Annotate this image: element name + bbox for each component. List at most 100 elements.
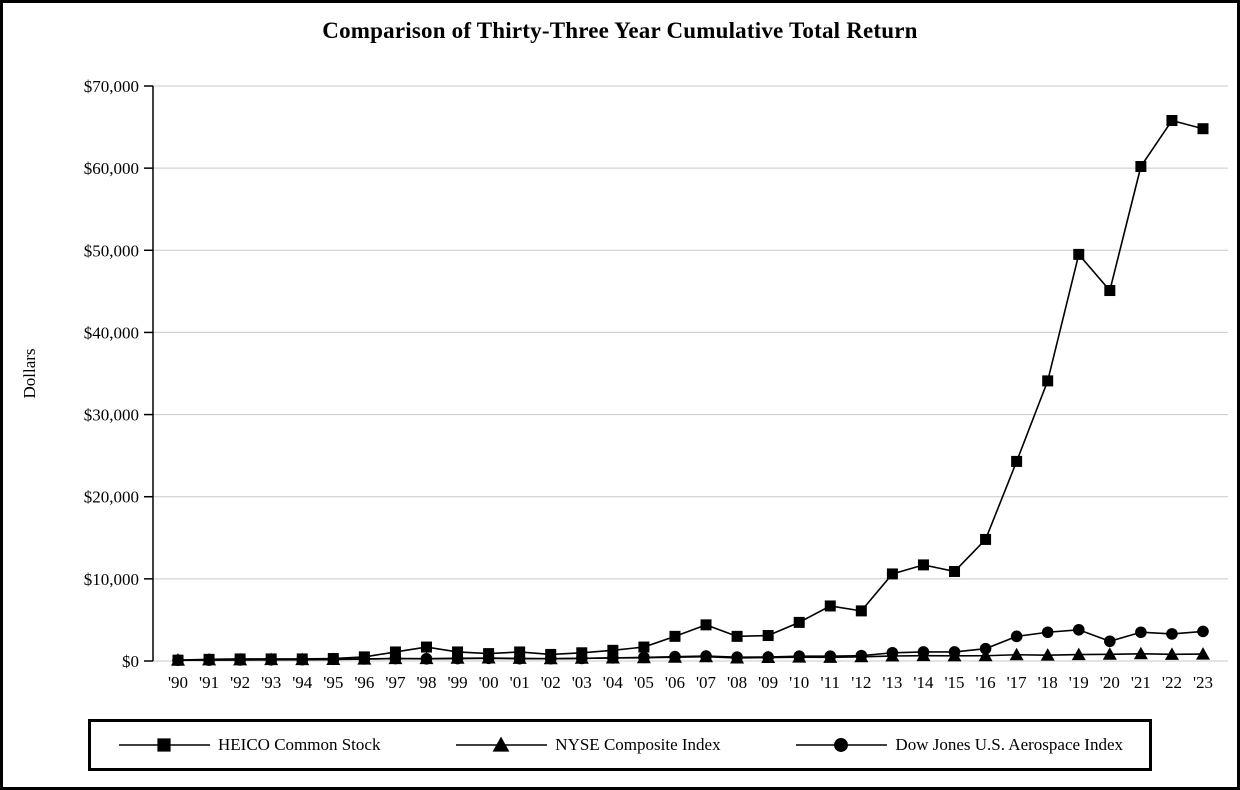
circle-marker-icon [1104, 635, 1116, 648]
circle-marker-icon [234, 654, 246, 666]
x-tick-label: '99 [448, 673, 468, 692]
triangle-legend-marker-icon [456, 736, 548, 752]
legend-item: Dow Jones U.S. Aerospace Index [794, 731, 1123, 759]
x-tick-label: '11 [821, 673, 840, 692]
circle-marker-icon [1166, 628, 1178, 640]
circle-marker-icon [607, 652, 619, 664]
circle-marker-icon [389, 652, 402, 665]
square-marker-icon [420, 641, 432, 653]
plot-area: $0 $10,000 $20,000 $30,000 $40,000 $50,000 $60… [20, 77, 1228, 692]
x-tick-label: '09 [758, 673, 778, 692]
y-tick-label: $70,000 [84, 77, 139, 96]
legend-item: HEICO Common Stock [117, 731, 380, 759]
circle-marker-icon [700, 650, 712, 662]
legend: HEICO Common Stock NYSE Composite Index Do… [88, 719, 1152, 771]
circle-marker-icon [327, 653, 340, 666]
square-legend-marker-icon [119, 738, 210, 752]
square-marker-icon [669, 630, 681, 642]
x-tick-label: '90 [168, 673, 188, 692]
x-tick-label: '01 [510, 673, 530, 692]
x-tick-label: '17 [1007, 673, 1028, 692]
triangle-marker-icon [1009, 647, 1024, 661]
circle-marker-icon [1041, 626, 1054, 639]
triangle-marker-icon [1071, 647, 1086, 661]
circle-marker-icon [638, 651, 650, 664]
chart-title: Comparison of Thirty-Three Year Cumulati… [322, 18, 918, 43]
x-tick-label: '12 [851, 673, 871, 692]
square-marker-icon [1104, 285, 1116, 297]
x-tick-label: '03 [572, 673, 592, 692]
circle-marker-icon [265, 653, 277, 666]
y-tick-label: $50,000 [84, 241, 139, 260]
triangle-marker-icon [978, 648, 993, 662]
y-tick-label: $0 [122, 652, 139, 671]
x-tick-label: '96 [354, 673, 374, 692]
circle-marker-icon [482, 652, 495, 665]
circle-marker-icon [669, 650, 681, 663]
y-tick-label: $30,000 [84, 406, 139, 425]
x-tick-label: '92 [230, 673, 250, 692]
x-tick-label: '91 [199, 673, 219, 692]
circle-marker-icon [917, 646, 930, 658]
circle-marker-icon [172, 654, 184, 666]
x-tick-label: '05 [634, 673, 654, 692]
square-marker-icon [1135, 161, 1147, 172]
square-marker-icon [638, 641, 650, 653]
square-marker-icon [824, 600, 836, 612]
x-tick-label: '04 [603, 673, 624, 692]
x-tick-label: '00 [479, 673, 499, 692]
square-marker-icon [700, 619, 712, 631]
square-marker-icon [886, 568, 898, 580]
square-marker-icon [157, 738, 171, 752]
circle-marker-icon [834, 738, 849, 752]
square-marker-icon [917, 559, 929, 571]
circle-marker-icon [948, 646, 961, 658]
x-tick-label: '97 [385, 673, 406, 692]
circle-marker-icon [544, 652, 557, 665]
triangle-marker-icon [1133, 646, 1148, 660]
square-marker-icon [607, 644, 619, 656]
circle-marker-icon [762, 651, 774, 663]
series-circle [172, 623, 1209, 666]
x-tick-label: '06 [665, 673, 685, 692]
circle-marker-icon [886, 646, 899, 659]
legend-label: HEICO Common Stock [218, 735, 381, 754]
circle-legend-marker-icon [796, 738, 888, 752]
circle-marker-icon [1135, 626, 1147, 639]
x-tick-label: '02 [541, 673, 561, 692]
x-tick-label: '21 [1131, 673, 1151, 692]
circle-marker-icon [979, 642, 992, 655]
triangle-marker-icon [1040, 648, 1055, 661]
circle-marker-icon [296, 653, 309, 666]
y-tick-label: $10,000 [84, 570, 139, 589]
series-square [172, 115, 1209, 666]
x-tick-label: '94 [292, 673, 313, 692]
square-marker-icon [762, 630, 774, 642]
square-marker-icon [793, 616, 805, 628]
square-marker-icon [1042, 375, 1054, 387]
triangle-marker-icon [1196, 647, 1210, 660]
y-axis-title: Dollars [20, 348, 39, 398]
x-tick-label: '08 [727, 673, 747, 692]
circle-marker-icon [855, 649, 868, 662]
legend-label: Dow Jones U.S. Aerospace Index [895, 735, 1123, 754]
legend-label: NYSE Composite Index [555, 735, 721, 754]
square-marker-icon [949, 565, 961, 577]
x-tick-label: '98 [416, 673, 436, 692]
legend-item: NYSE Composite Index [454, 731, 721, 759]
y-tick-label: $40,000 [84, 323, 139, 342]
x-tick-label: '20 [1100, 673, 1120, 692]
square-marker-icon [731, 630, 743, 642]
circle-marker-icon [420, 652, 433, 665]
circle-marker-icon [793, 650, 806, 663]
x-tick-label: '10 [789, 673, 809, 692]
series-line [177, 628, 1204, 661]
x-tick-label: '23 [1193, 673, 1213, 692]
circle-marker-icon [1072, 623, 1085, 636]
x-tick-label: '93 [261, 673, 281, 692]
x-tick-label: '15 [944, 673, 964, 692]
triangle-marker-icon [1164, 647, 1179, 660]
x-tick-label: '19 [1069, 673, 1089, 692]
x-tick-label: '22 [1162, 673, 1182, 692]
